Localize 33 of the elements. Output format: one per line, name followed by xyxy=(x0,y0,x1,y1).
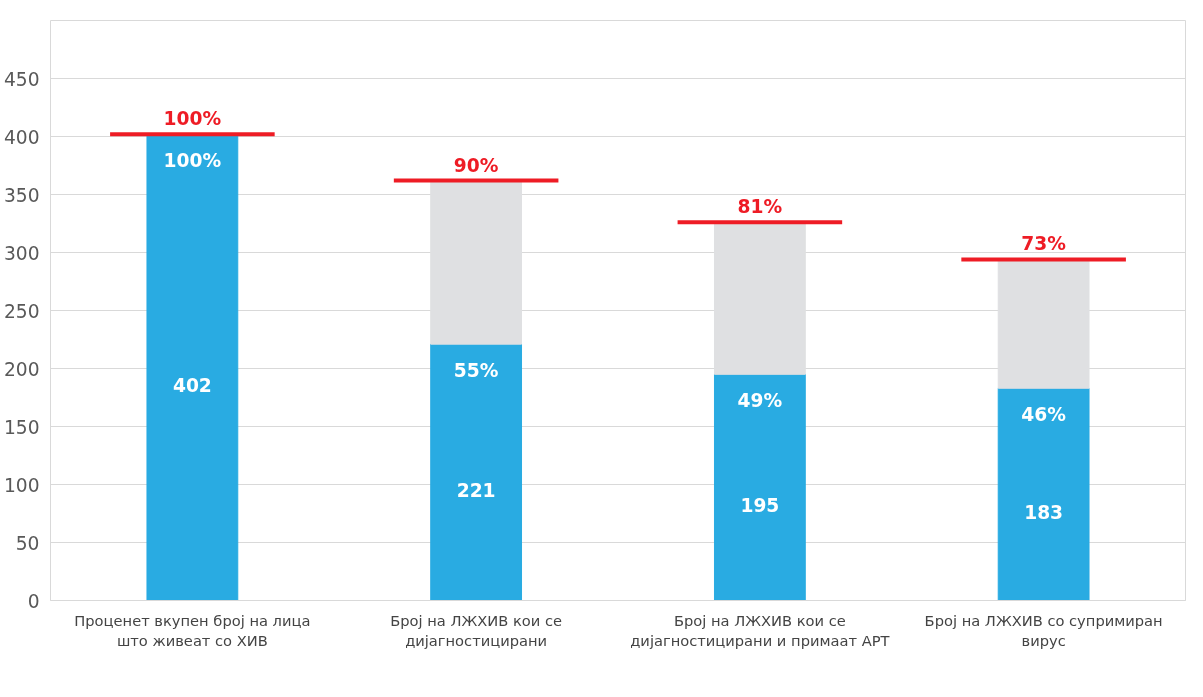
annotation: 100% xyxy=(163,108,222,130)
data-label: 195 xyxy=(740,494,780,516)
data-label: 402 xyxy=(172,374,212,396)
data-label: 221 xyxy=(456,479,496,501)
x-tick-label: Број на ЛЖХИВ кои се дијагностицирани xyxy=(390,611,563,649)
y-tick-label: 0 xyxy=(27,590,40,612)
y-tick-label: 300 xyxy=(3,242,40,264)
annotation: 90% xyxy=(453,154,499,176)
bar xyxy=(146,133,239,601)
bar xyxy=(713,373,806,601)
x-tick-label: Број на ЛЖХИВ со супримиран вирус xyxy=(924,611,1163,649)
annotation: 55% xyxy=(453,360,499,382)
data-label: 183 xyxy=(1024,501,1064,523)
y-tick-label: 50 xyxy=(15,532,40,554)
y-tick-label: 250 xyxy=(3,300,40,322)
x-tick-label: Проценет вкупен број на лица што живеат со ХИВ xyxy=(74,611,311,649)
annotation: 46% xyxy=(1021,404,1067,426)
y-tick-label: 100 xyxy=(3,474,40,496)
bar xyxy=(997,387,1090,601)
y-tick-label: 400 xyxy=(3,126,40,148)
annotation: 73% xyxy=(1021,233,1067,255)
bar xyxy=(997,258,1090,389)
annotation: 100% xyxy=(163,150,222,172)
y-tick-label: 350 xyxy=(3,184,40,206)
bar xyxy=(713,221,806,375)
x-tick-label: Број на ЛЖХИВ кои се дијагностицирани и примаат АРТ xyxy=(630,611,890,649)
bar xyxy=(430,343,523,601)
y-tick-label: 150 xyxy=(3,416,40,438)
annotation: 81% xyxy=(737,196,783,218)
y-tick-label: 450 xyxy=(3,68,40,90)
bar xyxy=(430,180,523,345)
y-tick-label: 200 xyxy=(3,358,40,380)
annotation: 49% xyxy=(737,390,783,412)
